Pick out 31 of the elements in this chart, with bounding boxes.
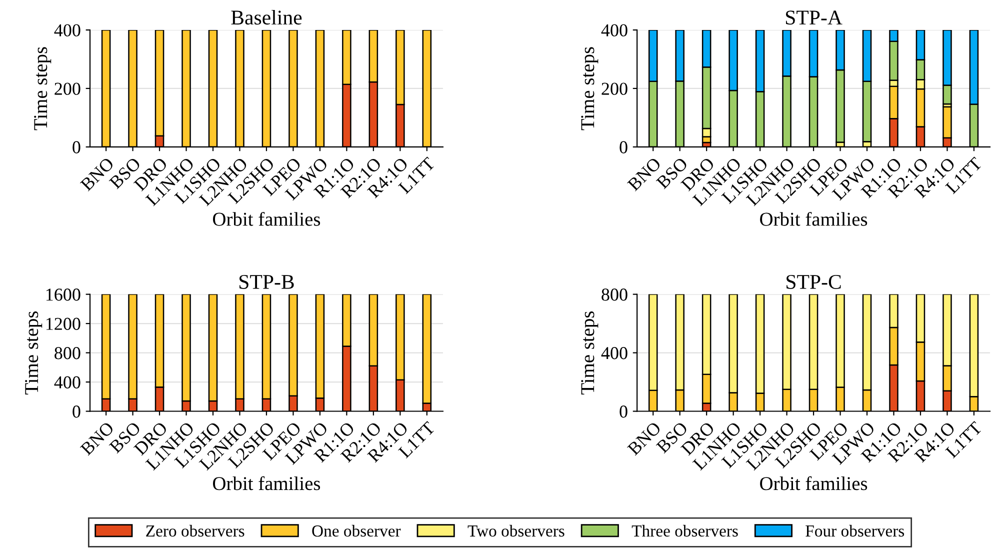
chart-title: STP-A — [786, 10, 842, 25]
legend-label: One observer — [312, 524, 401, 537]
y-axis-title: Time steps — [581, 47, 598, 130]
y-tick-label: 0 — [72, 406, 80, 418]
y-tick-label: 200 — [54, 82, 80, 95]
x-axis-title: Orbit families — [760, 212, 868, 226]
y-tick-label: 1600 — [46, 288, 80, 301]
chart-title: STP-C — [786, 274, 841, 289]
y-axis-title: Time steps — [34, 47, 52, 130]
y-axis-title: Time steps — [25, 311, 42, 394]
y-axis-title: Time steps — [581, 311, 598, 394]
y-tick-label: 400 — [54, 24, 80, 36]
y-tick-label: 400 — [54, 376, 80, 388]
x-axis-title: Orbit families — [213, 212, 320, 226]
chart-title: Baseline — [231, 10, 302, 25]
x-axis-title: Orbit families — [760, 476, 868, 490]
legend-label: Four observers — [806, 524, 904, 537]
legend-label: Zero observers — [146, 524, 244, 537]
y-tick-label: 0 — [620, 141, 628, 154]
y-tick-label: 200 — [602, 82, 628, 95]
y-tick-label: 400 — [601, 24, 628, 36]
y-tick-label: 0 — [620, 406, 628, 418]
y-tick-label: 1200 — [46, 318, 80, 330]
y-tick-label: 800 — [54, 347, 80, 360]
legend-label: Two observers — [468, 524, 564, 537]
y-tick-label: 0 — [72, 141, 80, 154]
y-tick-label: 800 — [602, 288, 628, 301]
chart-title: STP-B — [240, 274, 294, 289]
x-axis-title: Orbit families — [213, 476, 320, 490]
legend-label: Three observers — [632, 524, 738, 537]
y-tick-label: 400 — [601, 347, 628, 360]
